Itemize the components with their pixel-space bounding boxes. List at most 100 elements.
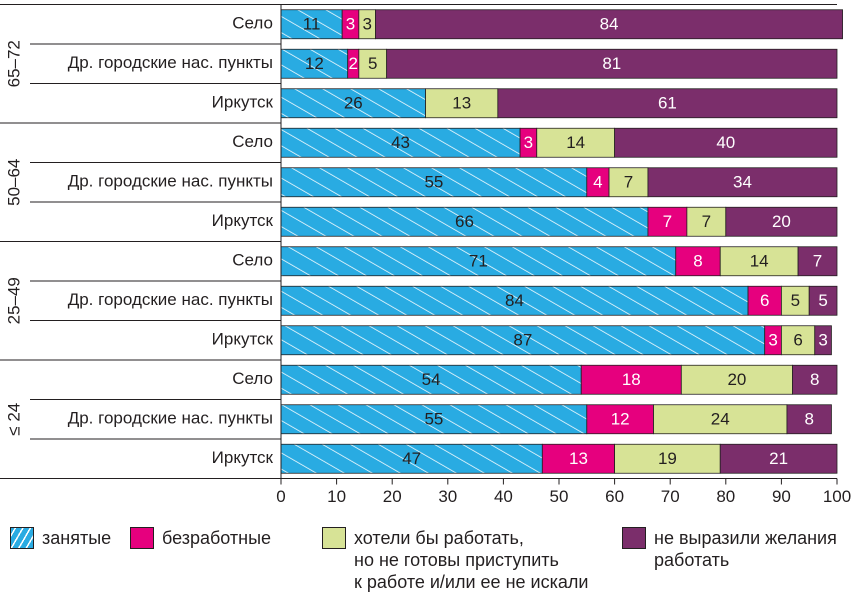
group-label: 65–72 <box>4 40 23 87</box>
group-label: 50–64 <box>4 159 23 206</box>
category-label: Иркутск <box>212 448 274 467</box>
value-label: 43 <box>391 133 410 152</box>
value-label: 81 <box>602 54 621 73</box>
bar-segment <box>586 404 654 435</box>
value-label: 8 <box>693 252 702 271</box>
value-label: 3 <box>768 331 777 350</box>
x-tick-label: 50 <box>550 487 569 506</box>
value-label: 47 <box>402 449 421 468</box>
bar-segment <box>386 48 838 79</box>
value-label: 71 <box>469 252 488 271</box>
bar-segment <box>280 246 677 277</box>
category-label: Село <box>232 132 273 151</box>
x-tick-label: 70 <box>661 487 680 506</box>
category-label: Село <box>232 369 273 388</box>
bar-segment <box>358 48 388 79</box>
legend-swatch <box>622 527 646 549</box>
bar-segment <box>280 127 521 158</box>
group-label: ≤ 24 <box>4 403 23 436</box>
value-label: 66 <box>455 212 474 231</box>
bar-segment <box>280 167 588 198</box>
bar-segment <box>647 167 838 198</box>
value-label: 21 <box>769 449 788 468</box>
value-label: 6 <box>793 331 802 350</box>
value-label: 26 <box>344 94 363 113</box>
value-label: 3 <box>362 15 371 34</box>
legend-item: не выразили желания работать <box>622 527 837 571</box>
category-label: Др. городские нас. пункты <box>68 409 273 428</box>
bar-segment <box>786 404 832 435</box>
bar-segment <box>792 364 838 395</box>
legend-label: не выразили желания работать <box>654 528 837 570</box>
value-label: 7 <box>702 212 711 231</box>
bar-segment <box>614 443 721 474</box>
x-tick-label: 100 <box>823 487 851 506</box>
bar-segment <box>614 127 838 158</box>
group-label: 25–49 <box>4 277 23 324</box>
bar-segment <box>280 206 649 237</box>
value-label: 84 <box>505 291 524 310</box>
value-label: 13 <box>569 449 588 468</box>
x-tick-label: 40 <box>494 487 513 506</box>
bar-segment <box>675 246 721 277</box>
bar-segment <box>747 285 782 316</box>
category-label: Село <box>232 14 273 33</box>
bar-segment <box>580 364 682 395</box>
bar-segment <box>541 443 616 474</box>
value-label: 40 <box>716 133 735 152</box>
category-label: Др. городские нас. пункты <box>68 172 273 191</box>
x-tick-label: 90 <box>772 487 791 506</box>
value-label: 84 <box>600 15 619 34</box>
legend-item: занятые <box>10 527 111 549</box>
category-label: Др. городские нас. пункты <box>68 53 273 72</box>
value-label: 14 <box>566 133 585 152</box>
value-label: 24 <box>711 410 730 429</box>
bar-segment <box>781 325 816 356</box>
value-label: 2 <box>349 54 358 73</box>
value-label: 5 <box>368 54 377 73</box>
bar-segment <box>375 9 843 40</box>
value-label: 5 <box>818 291 827 310</box>
value-label: 87 <box>513 331 532 350</box>
bar-segment <box>280 9 343 40</box>
bar-segment <box>653 404 788 435</box>
value-label: 14 <box>750 252 769 271</box>
legend-label: занятые <box>42 528 112 548</box>
value-label: 8 <box>810 370 819 389</box>
x-tick-label: 80 <box>716 487 735 506</box>
x-tick-label: 0 <box>276 487 285 506</box>
value-label: 19 <box>658 449 677 468</box>
value-label: 8 <box>804 410 813 429</box>
x-tick-label: 60 <box>605 487 624 506</box>
value-label: 4 <box>593 173 602 192</box>
value-label: 12 <box>611 410 630 429</box>
bar-segment <box>808 285 838 316</box>
value-label: 5 <box>791 291 800 310</box>
bar-segment <box>686 206 727 237</box>
value-label: 20 <box>772 212 791 231</box>
bar-segment <box>725 206 838 237</box>
category-label: Иркутск <box>212 211 274 230</box>
bar-segment <box>647 206 688 237</box>
bar-segment <box>497 88 838 119</box>
value-label: 55 <box>424 173 443 192</box>
category-label: Село <box>232 251 273 270</box>
legend-swatch <box>130 527 154 549</box>
value-label: 7 <box>813 252 822 271</box>
legend-item: безработные <box>130 527 271 549</box>
value-label: 13 <box>452 94 471 113</box>
value-label: 3 <box>346 15 355 34</box>
value-label: 54 <box>422 370 441 389</box>
bar-segment <box>797 246 838 277</box>
category-label: Иркутск <box>212 93 274 112</box>
legend-item: хотели бы работать, но не готовы приступ… <box>322 527 588 593</box>
bar-segment <box>719 246 799 277</box>
bar-segment <box>280 364 582 395</box>
value-label: 7 <box>624 173 633 192</box>
legend-swatch <box>322 527 346 549</box>
category-label: Др. городские нас. пункты <box>68 290 273 309</box>
legend-label: безработные <box>162 528 272 548</box>
value-label: 6 <box>760 291 769 310</box>
